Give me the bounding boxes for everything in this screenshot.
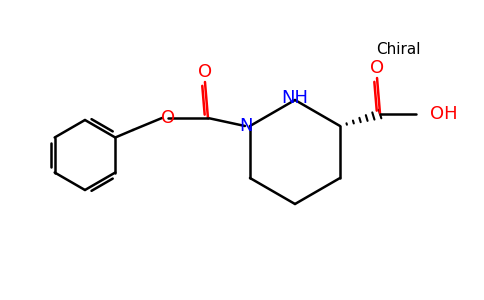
Text: N: N (239, 117, 253, 135)
Text: O: O (370, 59, 384, 77)
Text: O: O (198, 63, 212, 81)
Text: NH: NH (282, 89, 308, 107)
Text: Chiral: Chiral (376, 43, 420, 58)
Text: OH: OH (430, 105, 458, 123)
Text: O: O (161, 109, 175, 127)
